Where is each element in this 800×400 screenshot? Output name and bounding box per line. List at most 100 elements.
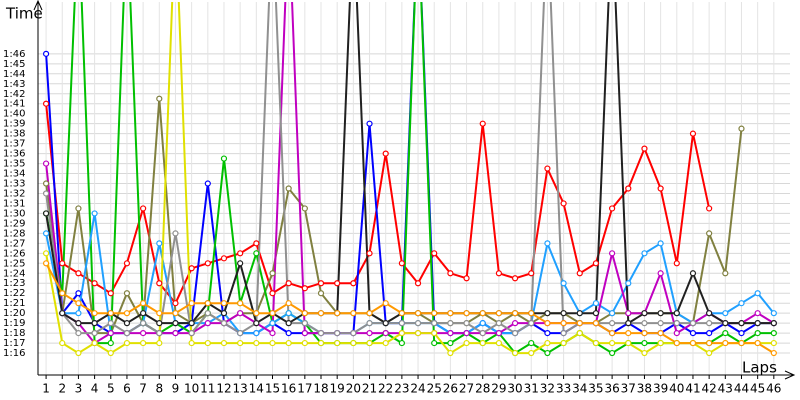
data-point <box>269 320 276 327</box>
data-point <box>285 339 292 347</box>
data-point <box>657 240 664 247</box>
data-point <box>592 260 600 267</box>
data-point <box>220 310 228 317</box>
y-tick-label: 1:21 <box>3 298 25 309</box>
data-point <box>317 280 325 287</box>
data-point <box>754 320 761 327</box>
data-point <box>738 320 745 327</box>
data-point <box>317 339 325 347</box>
data-point <box>156 310 163 317</box>
data-point <box>544 310 551 317</box>
series-line <box>45 2 775 345</box>
data-point <box>641 330 648 337</box>
data-point <box>237 250 244 257</box>
x-tick-label: 25 <box>427 382 442 396</box>
data-point <box>657 330 664 337</box>
data-point <box>123 310 131 317</box>
data-point <box>560 310 567 317</box>
data-point <box>398 260 405 267</box>
data-point <box>495 320 503 327</box>
data-point <box>269 330 276 337</box>
y-tick-label: 1:37 <box>3 139 25 150</box>
data-point <box>237 339 244 347</box>
data-point <box>511 330 519 337</box>
data-point <box>301 339 308 347</box>
y-tick-label: 1:18 <box>3 328 25 339</box>
x-tick-label: 21 <box>362 382 377 396</box>
data-point <box>398 339 405 347</box>
data-point <box>625 185 632 192</box>
data-point <box>495 310 503 317</box>
data-point <box>657 339 664 347</box>
data-point <box>317 290 325 297</box>
data-point <box>609 205 616 212</box>
x-tick-label: 16 <box>281 382 296 396</box>
data-point <box>285 185 292 192</box>
x-tick-label: 18 <box>313 382 328 396</box>
data-point <box>398 310 405 317</box>
x-tick-label: 17 <box>297 382 312 396</box>
data-point <box>237 300 244 307</box>
y-axis-arrow <box>33 0 43 11</box>
data-point <box>172 330 179 337</box>
data-point <box>706 330 713 337</box>
data-point <box>301 320 308 327</box>
data-point <box>140 310 147 317</box>
data-point <box>140 320 147 327</box>
data-point <box>350 280 357 287</box>
data-point <box>592 300 600 307</box>
x-tick-label: 24 <box>410 382 425 396</box>
x-tick-label: 7 <box>139 382 147 396</box>
y-tick-label: 1:29 <box>3 218 25 229</box>
data-point <box>107 349 114 357</box>
y-tick-label: 1:34 <box>3 169 25 180</box>
data-point <box>75 300 82 307</box>
y-tick-label: 1:33 <box>3 179 25 190</box>
data-point <box>269 270 276 277</box>
data-point <box>544 240 551 247</box>
data-point <box>706 320 713 327</box>
data-point <box>770 339 777 347</box>
data-point <box>172 300 179 307</box>
data-point <box>447 270 454 277</box>
data-point <box>592 320 600 327</box>
x-tick-label: 6 <box>123 382 131 396</box>
data-point <box>285 300 292 307</box>
x-tick-label: 14 <box>249 382 264 396</box>
data-point <box>253 320 260 327</box>
y-tick-label: 1:20 <box>3 308 25 319</box>
data-point <box>204 310 211 317</box>
data-point <box>414 310 422 317</box>
data-point <box>414 320 422 327</box>
data-point <box>204 320 211 327</box>
data-point <box>156 320 163 327</box>
data-point <box>479 120 486 127</box>
data-point <box>544 330 551 337</box>
x-tick-label: 27 <box>459 382 474 396</box>
y-tick-label: 1:17 <box>3 338 25 349</box>
data-point <box>237 310 244 317</box>
data-point <box>123 320 131 327</box>
data-point <box>738 300 745 307</box>
data-point <box>123 260 131 267</box>
data-point <box>334 339 341 347</box>
data-point <box>172 310 179 317</box>
data-point <box>706 349 713 357</box>
x-tick-label: 3 <box>75 382 83 396</box>
series-line <box>45 2 774 355</box>
data-point <box>350 310 357 317</box>
data-point <box>706 339 713 347</box>
data-point <box>673 339 680 347</box>
data-point <box>706 230 713 237</box>
data-point <box>576 320 583 327</box>
data-point <box>350 330 357 337</box>
data-point <box>253 310 260 317</box>
data-point <box>576 270 583 277</box>
data-point <box>382 339 389 347</box>
data-point <box>156 280 163 287</box>
y-tick-label: 1:32 <box>3 188 25 199</box>
data-point <box>301 330 308 337</box>
x-tick-label: 34 <box>572 382 587 396</box>
data-point <box>59 310 66 317</box>
x-tick-label: 44 <box>734 382 749 396</box>
